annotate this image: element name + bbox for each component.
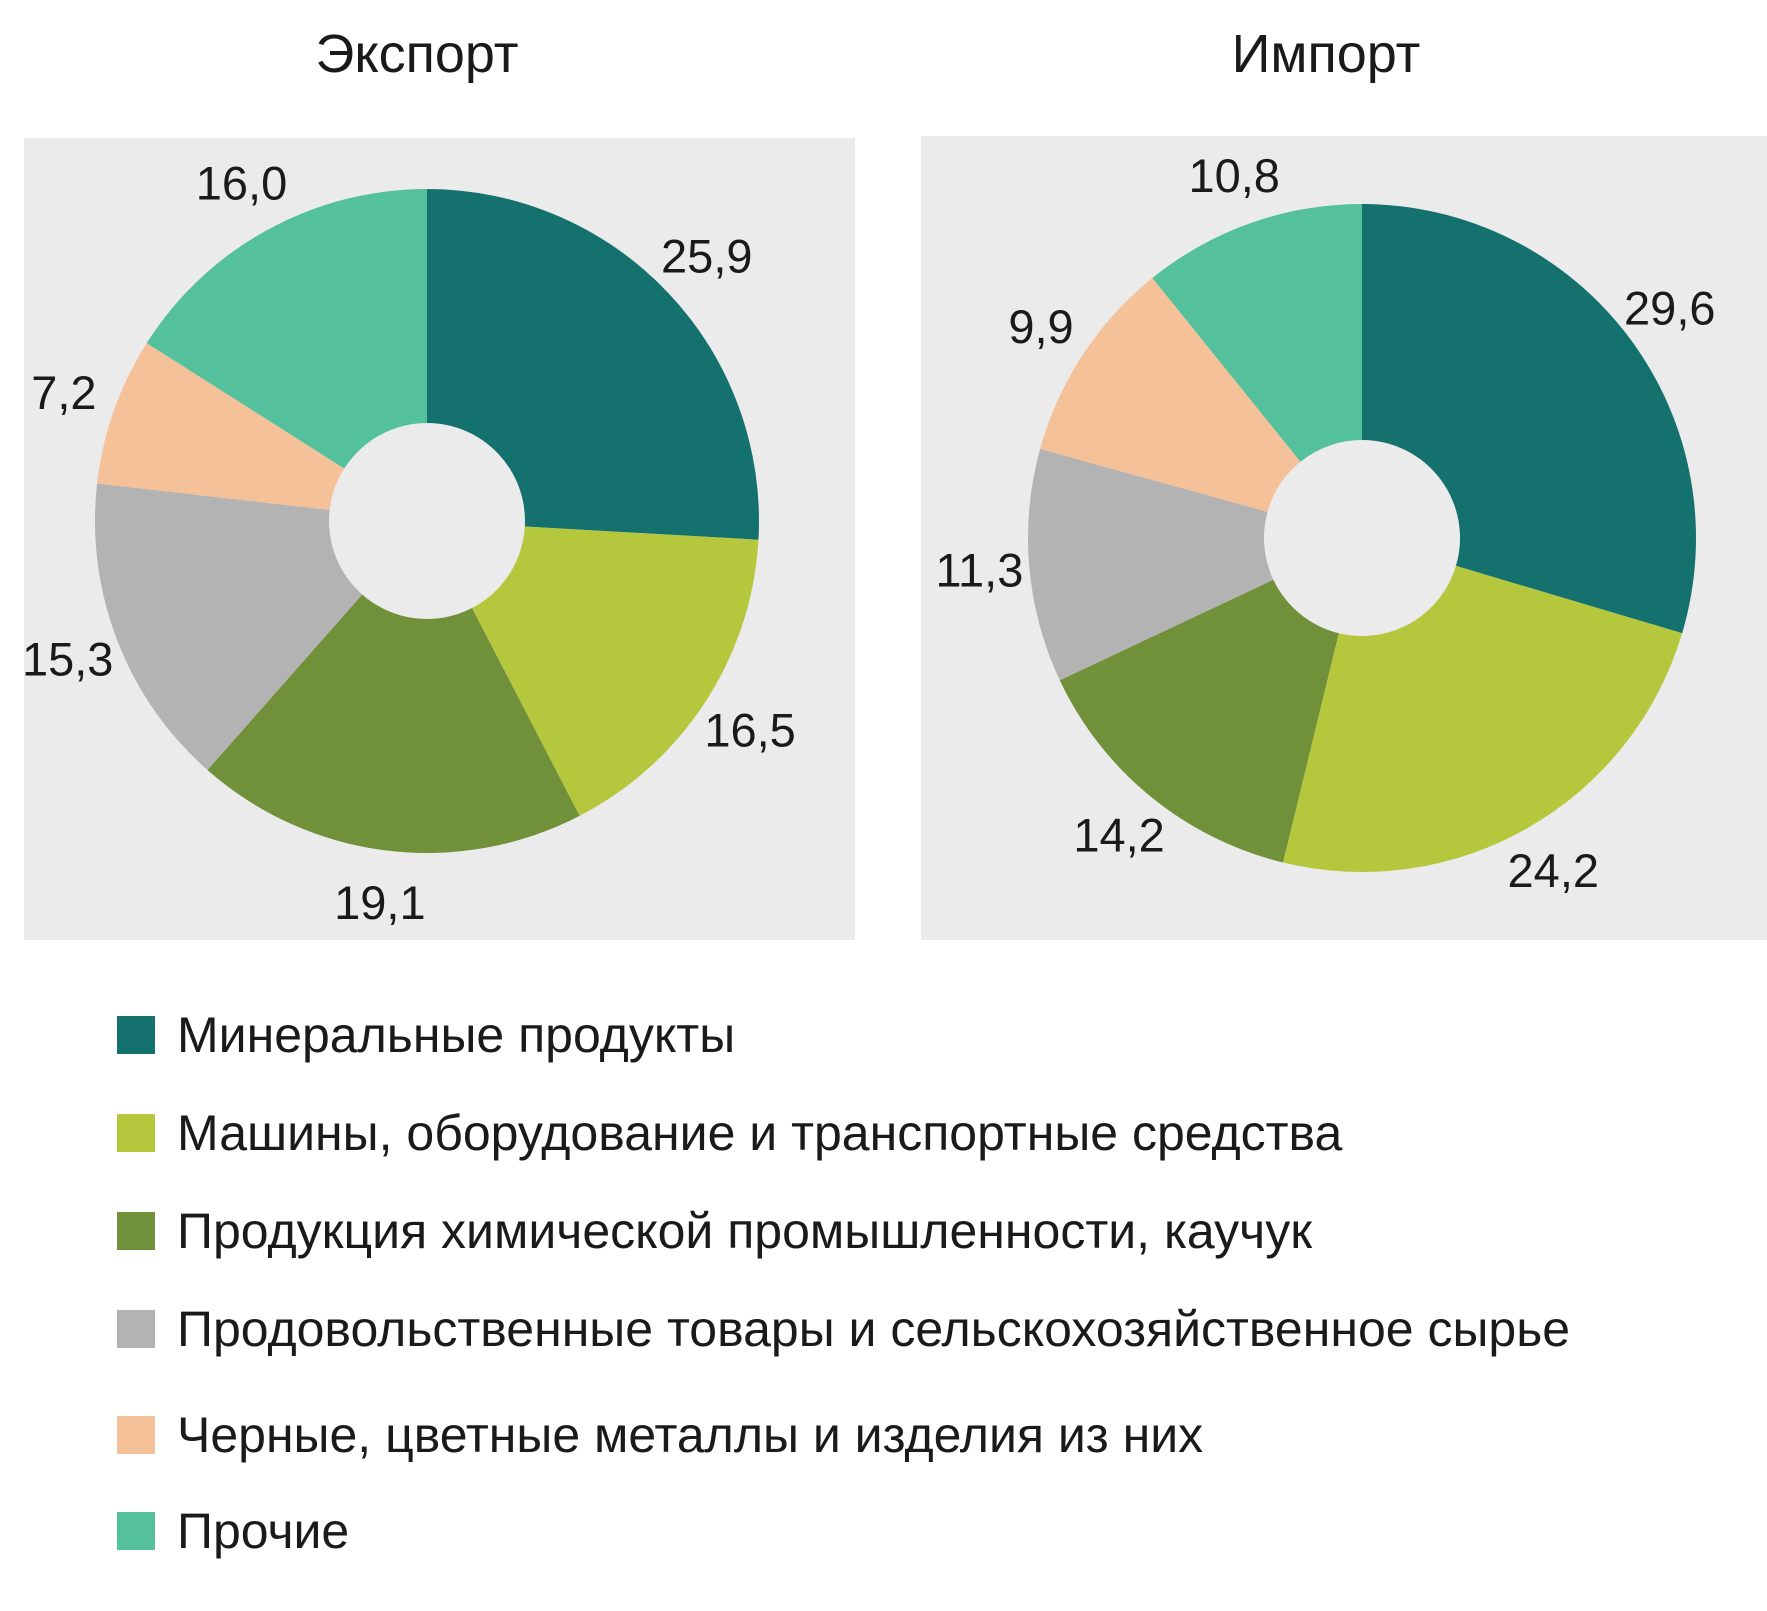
export-data-label-metals: 7,2 [31,366,96,419]
export-data-label-food: 15,3 [22,632,113,685]
import-data-label-other: 10,8 [1188,149,1279,202]
import-data-label-chemical: 14,2 [1073,808,1164,861]
export-slice-mineral [427,189,760,540]
export-data-label-mineral: 25,9 [661,230,752,283]
export-data-label-machinery: 16,5 [704,703,795,756]
export-chart-title: Экспорт [316,24,519,84]
legend-swatch [117,1416,155,1454]
export-slice-other [146,189,427,469]
legend-label: Черные, цветные металлы и изделия из них [177,1407,1204,1463]
import-data-label-machinery: 24,2 [1508,844,1599,897]
import-slice-chemical [1059,579,1339,863]
export-data-label-chemical: 19,1 [334,876,425,929]
export-data-labels: 25,9 16,5 19,1 15,3 7,2 16,0 [22,157,796,929]
legend-label: Продукция химической промышленности, кау… [177,1203,1313,1259]
legend-label: Продовольственные товары и сельскохозяйс… [177,1301,1571,1357]
import-slice-food [1028,448,1274,681]
import-data-label-mineral: 29,6 [1624,281,1715,334]
legend-label: Прочие [177,1503,350,1559]
import-slice-machinery [1283,565,1683,872]
export-slices [94,189,760,854]
export-slice-food [94,483,363,771]
legend-item-machinery: Машины, оборудование и транспортные сред… [117,1108,1342,1158]
legend-item-metals: Черные, цветные металлы и изделия из них [117,1410,1203,1460]
import-slices [1028,204,1697,872]
import-slice-mineral [1362,204,1697,634]
legend-item-other: Прочие [117,1506,349,1556]
export-slice-chemical [207,594,580,854]
legend-swatch [117,1016,155,1054]
export-chart: Экспорт 25,9 16,5 19,1 15,3 7,2 16,0 [22,24,855,940]
import-slice-metals [1040,277,1301,512]
legend-label: Минеральные продукты [177,1007,736,1063]
import-data-labels: 29,6 24,2 14,2 11,3 9,9 10,8 [935,149,1715,897]
legend-swatch [117,1114,155,1152]
import-slice-other [1152,204,1362,462]
legend-swatch [117,1512,155,1550]
legend-item-mineral: Минеральные продукты [117,1010,735,1060]
legend-swatch [117,1212,155,1250]
import-data-label-metals: 9,9 [1008,300,1073,353]
legend-swatch [117,1310,155,1348]
export-slice-metals [97,343,345,510]
legend-item-chemical: Продукция химической промышленности, кау… [117,1206,1312,1256]
import-chart: Импорт 29,6 24,2 14,2 11,3 9,9 10,8 [921,24,1767,940]
import-chart-title: Импорт [1232,24,1421,84]
legend-label: Машины, оборудование и транспортные сред… [177,1105,1343,1161]
import-data-label-food: 11,3 [935,544,1023,597]
export-slice-machinery [472,526,759,816]
legend-item-food: Продовольственные товары и сельскохозяйс… [117,1304,1570,1354]
export-data-label-other: 16,0 [196,157,287,210]
